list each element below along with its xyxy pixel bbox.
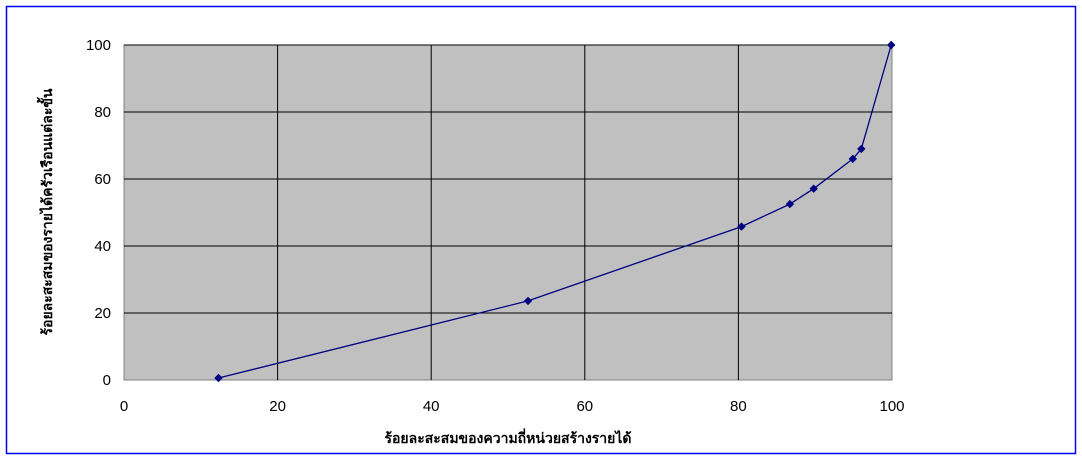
- y-tick-label: 40: [94, 238, 111, 255]
- x-tick-label: 100: [879, 398, 904, 415]
- y-tick-label: 100: [86, 37, 111, 54]
- y-axis-title: ร้อยละสะสมของรายได้ครัวเรือนแต่ละขั้น: [36, 88, 56, 335]
- data-point: [214, 373, 223, 383]
- data-point: [857, 144, 866, 154]
- data-point: [737, 222, 746, 231]
- plot-area: [123, 44, 893, 381]
- data-point: [809, 184, 818, 193]
- data-point: [887, 40, 896, 50]
- y-tick-label: 80: [94, 104, 111, 121]
- data-point: [785, 199, 795, 209]
- data-series: [214, 40, 896, 383]
- y-axis-tick-labels: 0 20 40 60 80 100: [86, 37, 111, 389]
- x-tick-label: 20: [269, 398, 286, 415]
- y-tick-label: 0: [103, 372, 111, 389]
- y-tick-label: 60: [94, 171, 111, 188]
- gridlines: [124, 44, 892, 380]
- x-tick-label: 60: [576, 398, 593, 415]
- x-axis-title: ร้อยละสะสมของความถี่หน่วยสร้างรายได้: [384, 428, 631, 447]
- x-axis-tick-labels: 0 20 40 60 80 100: [120, 398, 905, 415]
- x-tick-label: 40: [423, 398, 440, 415]
- data-point: [848, 154, 857, 164]
- x-tick-label: 80: [730, 398, 747, 415]
- data-point: [523, 296, 533, 306]
- y-tick-label: 20: [94, 305, 111, 322]
- x-tick-label: 0: [120, 398, 128, 415]
